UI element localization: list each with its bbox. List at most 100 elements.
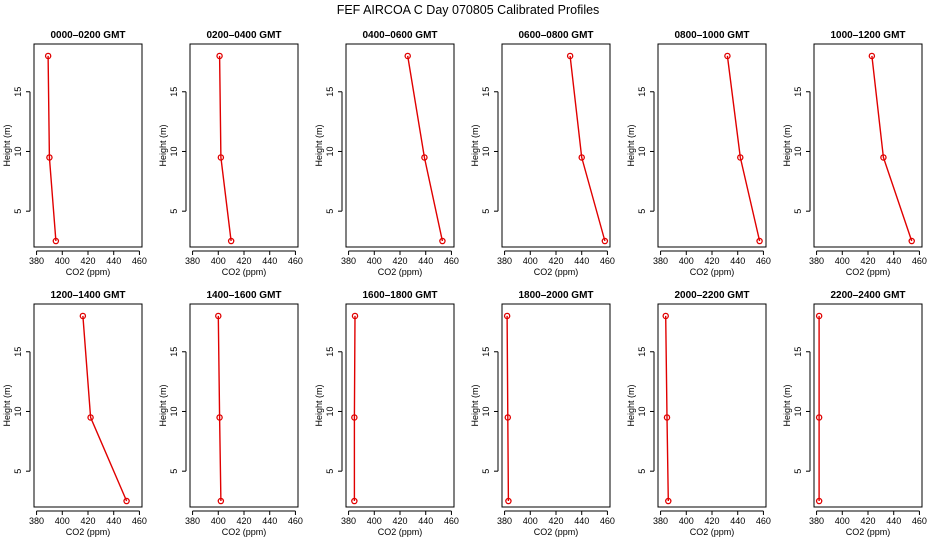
x-axis-label: CO2 (ppm) <box>846 527 891 537</box>
y-axis-label: Height (m) <box>158 124 168 166</box>
x-tick-label: 400 <box>367 256 382 266</box>
x-tick-label: 420 <box>704 516 719 526</box>
co2-profile-line <box>726 55 761 242</box>
x-tick-label: 400 <box>679 256 694 266</box>
co2-data-point <box>662 312 669 320</box>
x-tick-label: 380 <box>809 256 824 266</box>
co2-data-point <box>439 237 446 245</box>
co2-data-point <box>566 52 574 60</box>
panel-title: 1800–2000 GMT <box>518 290 593 301</box>
co2-profile-line <box>506 315 510 502</box>
co2-profile-line <box>82 315 128 502</box>
x-tick-label: 400 <box>211 516 226 526</box>
x-tick-label: 380 <box>29 516 44 526</box>
chart-panel-4: 0600–0800 GMT 380 400 420 440 460 CO2 (ppm) 5 10… <box>470 30 615 277</box>
chart-panel-6: 1000–1200 GMT 380 400 420 440 460 CO2 (ppm) 5 10… <box>782 30 927 277</box>
x-tick-label: 460 <box>912 516 927 526</box>
y-tick-label: 15 <box>169 347 179 357</box>
y-tick-label: 5 <box>169 469 179 474</box>
x-tick-label: 380 <box>341 256 356 266</box>
x-tick-label: 440 <box>730 516 745 526</box>
co2-profile-line <box>665 315 669 502</box>
x-tick-label: 420 <box>548 516 563 526</box>
plot-frame <box>33 43 143 248</box>
x-tick-label: 460 <box>912 256 927 266</box>
y-tick-label: 15 <box>793 87 803 97</box>
co2-data-point <box>815 497 823 505</box>
plot-frame <box>345 303 455 508</box>
panel-title: 1400–1600 GMT <box>206 290 281 301</box>
co2-data-point <box>505 497 512 505</box>
y-tick-label: 15 <box>481 347 491 357</box>
x-tick-label: 400 <box>835 516 850 526</box>
co2-data-point <box>351 312 359 320</box>
y-tick-label: 10 <box>481 406 491 416</box>
co2-profile-line <box>569 55 606 242</box>
y-tick-label: 15 <box>13 347 23 357</box>
x-axis-label: CO2 (ppm) <box>378 267 423 277</box>
x-tick-label: 460 <box>288 256 303 266</box>
x-tick-label: 460 <box>444 516 459 526</box>
co2-data-point <box>868 52 876 60</box>
plot-frame <box>657 303 767 508</box>
co2-data-point <box>216 52 223 60</box>
plot-frame <box>501 303 611 508</box>
plot-frame <box>33 303 143 508</box>
co2-data-point <box>665 497 672 505</box>
panel-title: 1600–1800 GMT <box>362 290 437 301</box>
y-tick-label: 5 <box>637 469 647 474</box>
co2-data-point <box>815 312 823 320</box>
chart-panel-10: 1800–2000 GMT 380 400 420 440 460 CO2 (ppm) 5 10… <box>470 290 615 537</box>
y-axis-label: Height (m) <box>626 384 636 426</box>
y-tick-label: 5 <box>13 469 23 474</box>
x-axis-label: CO2 (ppm) <box>534 267 579 277</box>
x-tick-label: 380 <box>29 256 44 266</box>
x-axis-label: CO2 (ppm) <box>690 527 735 537</box>
y-tick-label: 5 <box>169 209 179 214</box>
co2-profile-line <box>871 55 913 242</box>
co2-data-point <box>216 414 223 421</box>
co2-data-point <box>46 154 53 161</box>
co2-data-point <box>504 414 512 421</box>
chart-panel-9: 1600–1800 GMT 380 400 420 440 460 CO2 (ppm) 5 10… <box>314 290 459 537</box>
plot-frame <box>501 43 611 248</box>
x-tick-label: 380 <box>653 516 668 526</box>
x-tick-label: 460 <box>756 516 771 526</box>
y-tick-label: 5 <box>13 209 23 214</box>
x-axis-label: CO2 (ppm) <box>66 527 111 537</box>
panel-title: 1200–1400 GMT <box>50 290 125 301</box>
x-tick-label: 380 <box>809 516 824 526</box>
panel-title: 0600–0800 GMT <box>518 30 593 41</box>
co2-data-point <box>217 497 225 505</box>
x-tick-label: 460 <box>132 256 147 266</box>
co2-profile-line <box>407 55 444 242</box>
x-tick-label: 440 <box>418 516 433 526</box>
y-tick-label: 15 <box>325 87 335 97</box>
x-tick-label: 400 <box>55 256 70 266</box>
y-tick-label: 10 <box>793 146 803 156</box>
panel-title: 1000–1200 GMT <box>830 30 905 41</box>
co2-data-point <box>880 154 887 161</box>
panel-title: 2200–2400 GMT <box>830 290 905 301</box>
co2-data-point <box>351 414 358 421</box>
co2-profile-line <box>218 55 232 242</box>
x-axis-label: CO2 (ppm) <box>690 267 735 277</box>
x-tick-label: 400 <box>55 516 70 526</box>
y-tick-label: 10 <box>169 406 179 416</box>
x-tick-label: 460 <box>288 516 303 526</box>
x-tick-label: 440 <box>886 256 901 266</box>
x-tick-label: 400 <box>523 256 538 266</box>
y-tick-label: 5 <box>793 209 803 214</box>
panel-title: 0200–0400 GMT <box>206 30 281 41</box>
co2-profile-line <box>217 315 222 502</box>
y-axis-label: Height (m) <box>470 384 480 426</box>
x-tick-label: 440 <box>574 516 589 526</box>
x-axis-label: CO2 (ppm) <box>378 527 423 537</box>
y-tick-label: 15 <box>793 347 803 357</box>
x-axis-label: CO2 (ppm) <box>534 527 579 537</box>
plot-frame <box>657 43 767 248</box>
co2-data-point <box>123 497 130 505</box>
x-tick-label: 440 <box>418 256 433 266</box>
